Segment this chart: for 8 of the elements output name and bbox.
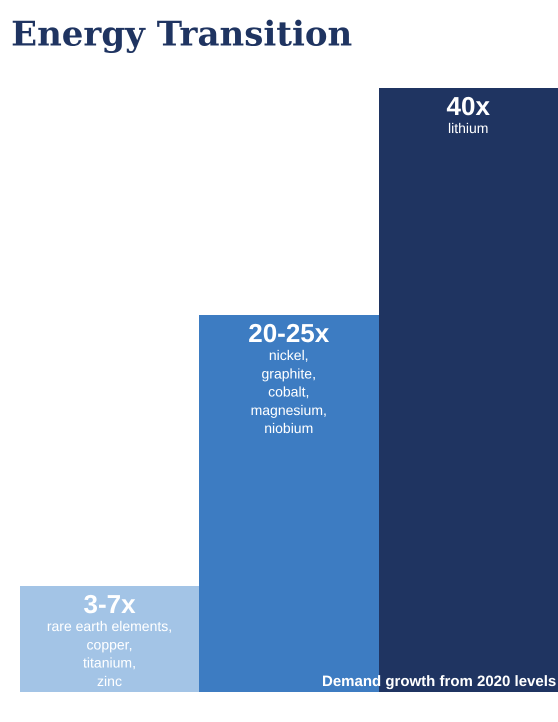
data-label: 3-7x bbox=[83, 589, 136, 619]
x-tick-label: rare earth elements, copper, titanium, zinc bbox=[46, 618, 172, 689]
annotation: Demand growth from 2020 levels bbox=[322, 673, 556, 690]
x-tick-label: nickel, graphite, cobalt, magnesium, niobium bbox=[250, 347, 327, 436]
data-label: 40x bbox=[446, 91, 490, 121]
x-tick-label: lithium bbox=[448, 120, 488, 136]
chart-title: Energy Transition bbox=[11, 14, 352, 54]
data-label: 20-25x bbox=[248, 318, 330, 348]
